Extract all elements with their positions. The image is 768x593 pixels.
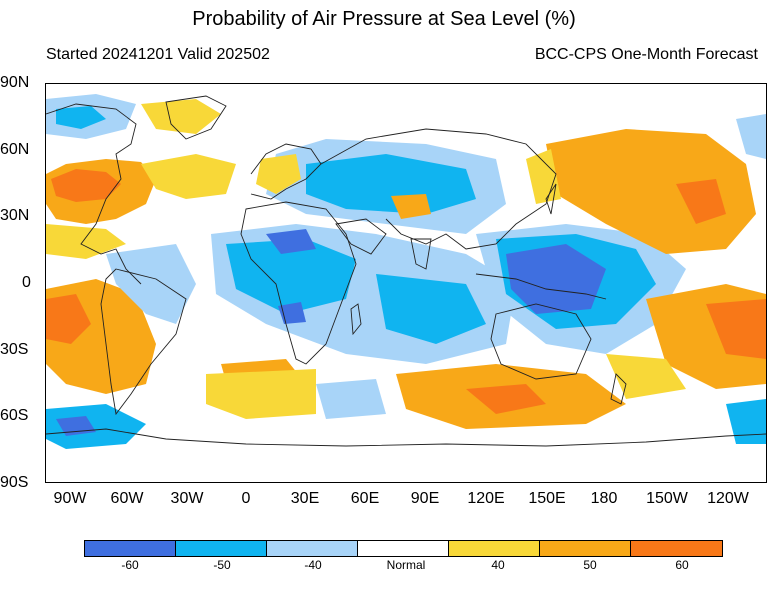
- patch-africa-mid: [226, 239, 356, 314]
- coast-arabia: [335, 218, 387, 255]
- patch-arctic-core: [56, 106, 106, 129]
- anomaly-patches: [46, 94, 766, 449]
- patch-south-indian-core: [466, 384, 546, 414]
- lon-label-0: 0: [241, 490, 251, 507]
- patch-arctic-yellow: [141, 99, 221, 134]
- forecast-dates: Started 20241201 Valid 202502: [46, 46, 270, 63]
- patch-middle-east-orange: [391, 194, 431, 219]
- coast-south-america: [100, 268, 187, 416]
- forecast-source: BCC-CPS One-Month Forecast: [534, 46, 758, 63]
- patch-antarctic-light: [726, 399, 766, 444]
- coast-asia: [320, 128, 557, 250]
- patch-europe-yellow: [256, 154, 301, 194]
- lat-label-30s: 30S: [0, 341, 29, 358]
- coast-australia: [490, 303, 592, 380]
- patch-atlantic-yellow: [141, 154, 236, 199]
- patch-southern-light: [316, 379, 386, 419]
- colorbar-box-neg60: [85, 541, 176, 556]
- patch-indian-ocean-mid: [376, 274, 486, 344]
- colorbar: [84, 540, 723, 557]
- colorbar-label-neg40: -40: [304, 558, 322, 572]
- coast-japan: [545, 183, 557, 215]
- colorbar-label-normal: Normal: [386, 558, 426, 572]
- lon-label-90w: 90W: [53, 490, 87, 507]
- map-canvas: [46, 94, 766, 449]
- colorbar-box-neg50: [176, 541, 267, 556]
- lon-label-30w: 30W: [170, 490, 204, 507]
- patch-south-atlantic-yellow: [206, 369, 316, 419]
- lon-label-90e: 90E: [410, 490, 440, 507]
- coast-new-zealand: [610, 373, 627, 405]
- probability-map: [45, 83, 767, 483]
- patch-sepac-core: [706, 299, 766, 359]
- coast-north-america: [46, 103, 142, 285]
- coast-africa: [240, 201, 357, 365]
- coast-antarctica: [46, 428, 766, 447]
- colorbar-label-pos40: 40: [491, 558, 505, 572]
- colorbar-box-neg40: [267, 541, 358, 556]
- coast-india: [410, 238, 432, 270]
- patch-alaska-yellow: [736, 114, 766, 159]
- patch-npac-core: [676, 179, 726, 224]
- patch-north-america-core: [51, 169, 121, 202]
- colorbar-box-pos40: [449, 541, 540, 556]
- lat-label-eq: 0: [22, 274, 31, 291]
- patch-npac-orange: [546, 129, 756, 254]
- patch-africa-dark: [266, 229, 316, 254]
- patch-sam-light: [106, 244, 196, 324]
- colorbar-label-neg60: -60: [121, 558, 139, 572]
- lon-label-30e: 30E: [290, 490, 320, 507]
- lat-label-30n: 30N: [0, 207, 30, 224]
- patch-sam-core: [46, 294, 91, 344]
- lon-label-120e: 120E: [467, 490, 505, 507]
- lon-label-150w: 150W: [646, 490, 688, 507]
- patch-sepac-yellow: [606, 354, 686, 399]
- colorbar-label-pos60: 60: [675, 558, 689, 572]
- patch-wpac-dark: [506, 244, 606, 314]
- colorbar-label-pos50: 50: [583, 558, 597, 572]
- lat-label-60s: 60S: [0, 407, 29, 424]
- colorbar-label-neg50: -50: [213, 558, 231, 572]
- colorbar-box-pos50: [540, 541, 631, 556]
- lat-label-90s: 90S: [0, 474, 29, 491]
- coast-greenland: [165, 95, 227, 140]
- coast-madagascar: [350, 303, 362, 336]
- patch-central-na-yellow: [46, 224, 126, 259]
- patch-southern-blue: [46, 404, 146, 449]
- lon-label-180: 180: [590, 490, 618, 507]
- coastlines: [46, 95, 766, 447]
- map-title: Probability of Air Pressure at Sea Level…: [192, 8, 576, 30]
- lat-label-90n: 90N: [0, 74, 30, 91]
- patch-eurasia-mid: [306, 154, 476, 214]
- lon-label-60w: 60W: [110, 490, 144, 507]
- lat-label-60n: 60N: [0, 141, 30, 158]
- lon-label-60e: 60E: [350, 490, 380, 507]
- colorbar-box-normal: [358, 541, 449, 556]
- lon-label-120w: 120W: [707, 490, 749, 507]
- colorbar-box-pos60: [631, 541, 722, 556]
- lon-label-150e: 150E: [528, 490, 566, 507]
- coast-indonesia: [475, 273, 607, 300]
